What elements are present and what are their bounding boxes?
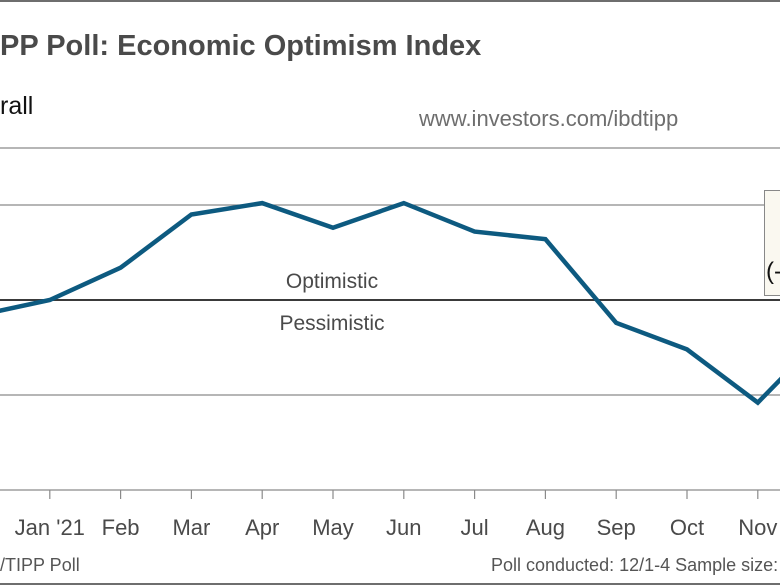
x-axis: Jan '21 Feb Mar Apr May Jun Jul Aug Sep Oct Nov bbox=[15, 490, 777, 540]
callout-text: (- bbox=[766, 258, 780, 285]
annotation-pessimistic: Pessimistic bbox=[279, 312, 384, 335]
series-layer bbox=[0, 200, 780, 406]
series-line bbox=[0, 200, 780, 406]
annotation-layer: Optimistic Pessimistic bbox=[279, 270, 384, 335]
x-tick-label: Jun bbox=[386, 515, 421, 540]
x-tick-label: Feb bbox=[102, 515, 140, 540]
footer-poll-info: Poll conducted: 12/1-4 Sample size: 1 bbox=[491, 555, 780, 575]
x-tick-label: Mar bbox=[172, 515, 210, 540]
footer-source: /TIPP Poll bbox=[0, 555, 80, 575]
x-tick-label: Sep bbox=[597, 515, 636, 540]
x-tick-label: Jan '21 bbox=[15, 515, 85, 540]
top-border bbox=[0, 0, 780, 2]
chart-title: PP Poll: Economic Optimism Index bbox=[0, 30, 482, 62]
x-tick-label: Jul bbox=[461, 515, 489, 540]
grid-layer bbox=[0, 147, 780, 491]
x-tick-label: Nov bbox=[738, 515, 777, 540]
x-tick-label: Apr bbox=[245, 515, 279, 540]
callout-box bbox=[764, 190, 780, 296]
source-url: www.investors.com/ibdtipp bbox=[419, 106, 679, 131]
chart-subtitle: rall bbox=[0, 92, 34, 120]
bottom-border bbox=[0, 583, 780, 585]
x-tick-label: Aug bbox=[526, 515, 565, 540]
x-tick-label: May bbox=[312, 515, 354, 540]
x-tick-label: Oct bbox=[670, 515, 704, 540]
annotation-optimistic: Optimistic bbox=[286, 270, 378, 293]
